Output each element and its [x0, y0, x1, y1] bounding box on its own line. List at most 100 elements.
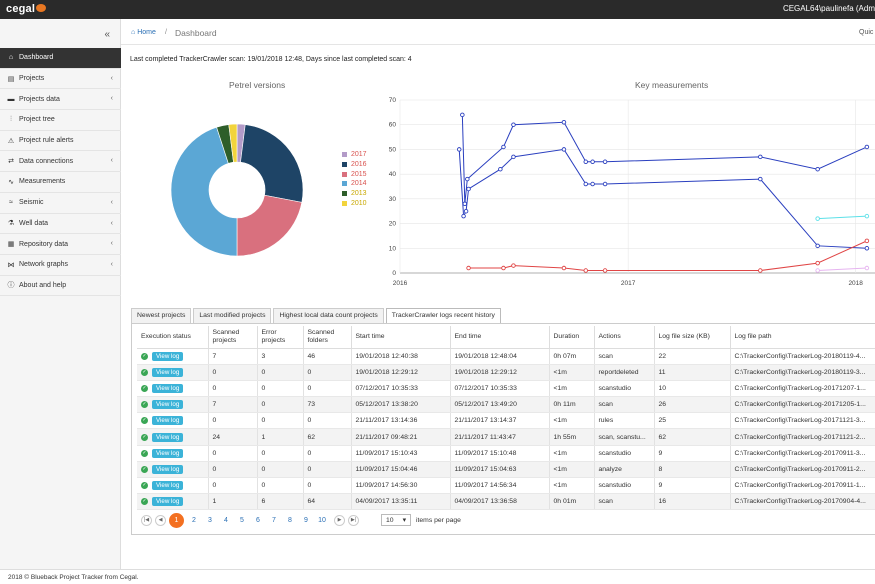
column-header[interactable]: Log file size (KB) — [654, 326, 731, 349]
check-circle-icon: ✓ — [141, 417, 148, 425]
page-link[interactable]: 3 — [208, 516, 212, 524]
pie-slice-2014[interactable] — [170, 126, 238, 257]
page-size-select[interactable]: 10 ▾ — [381, 514, 411, 526]
page-link[interactable]: 7 — [272, 516, 276, 524]
tab-bar: Newest projects Last modified projects Hig… — [131, 308, 503, 323]
tab-newest-projects[interactable]: Newest projects — [131, 308, 192, 323]
view-log-button[interactable]: View log — [152, 448, 184, 458]
page-link[interactable]: 5 — [240, 516, 244, 524]
series-line — [817, 267, 867, 272]
user-info[interactable]: CEGAL64\paulinefa (Adm — [782, 4, 875, 13]
page-link[interactable]: 1 — [169, 512, 184, 528]
first-page-icon[interactable]: |◀ — [141, 514, 152, 526]
column-header[interactable]: Scanned projects — [208, 326, 258, 349]
page-title: Dashboard — [175, 28, 217, 38]
legend-item[interactable]: 2013 — [342, 189, 367, 199]
column-header[interactable]: Start time — [351, 326, 451, 349]
sidebar-item-measurements[interactable]: ∿ Measurements — [0, 172, 121, 193]
chevron-down-icon: ▾ — [402, 517, 406, 524]
column-header[interactable]: End time — [450, 326, 550, 349]
sidebar-item-well-data[interactable]: ⚗ Well data ‹ — [0, 214, 121, 235]
table-cell: scan — [594, 396, 655, 414]
column-header[interactable]: Error projects — [257, 326, 304, 349]
data-point — [815, 216, 820, 221]
legend-swatch — [342, 171, 347, 177]
column-header[interactable]: Actions — [594, 326, 655, 349]
data-point — [561, 119, 567, 125]
table-cell: 62 — [303, 428, 352, 446]
page-link[interactable]: 10 — [318, 516, 326, 524]
tab-highest-local-data-count-projects[interactable]: Highest local data count projects — [273, 308, 384, 323]
sidebar-item-dashboard[interactable]: ⌂ Dashboard — [0, 48, 121, 69]
legend-item[interactable]: 2017 — [342, 150, 367, 160]
view-log-button[interactable]: View log — [152, 400, 184, 410]
series-line — [461, 114, 868, 204]
sidebar-item-label: Data connections — [19, 157, 74, 165]
legend-label: 2017 — [351, 151, 367, 159]
pie-slice-2016[interactable] — [240, 124, 304, 203]
page-link[interactable]: 8 — [288, 516, 292, 524]
column-header[interactable]: Execution status — [137, 326, 209, 349]
table-cell: 0 — [303, 412, 352, 430]
view-log-button[interactable]: View log — [152, 497, 184, 507]
legend-item[interactable]: 2010 — [342, 198, 367, 208]
petrel-versions-chart — [170, 123, 304, 257]
column-header[interactable]: Duration — [549, 326, 595, 349]
sidebar-item-label: About and help — [19, 281, 67, 289]
data-point — [465, 176, 470, 182]
view-log-button[interactable]: View log — [152, 367, 184, 377]
data-point — [466, 265, 471, 271]
table-cell: 9 — [654, 445, 731, 462]
data-point — [462, 201, 468, 207]
column-header[interactable]: Log file path — [730, 326, 875, 349]
page-link[interactable]: 6 — [256, 516, 260, 524]
key-measurements-chart: 0 10 20 30 40 50 60 70 2016 2017 2018 — [389, 97, 875, 287]
next-page-icon[interactable]: ▶ — [334, 514, 345, 526]
legend-item[interactable]: 2016 — [342, 160, 367, 170]
table-cell: 1h 55m — [549, 428, 595, 446]
sidebar-item-repository-data[interactable]: ▦ Repository data ‹ — [0, 234, 121, 255]
pie-slice-2010[interactable] — [228, 123, 238, 163]
page-link[interactable]: 4 — [224, 516, 228, 524]
quick-menu[interactable]: Quic — [859, 29, 874, 36]
sidebar-item-projects[interactable]: ▤ Projects ‹ — [0, 69, 121, 90]
logs-table: Execution status Scanned projects Error pr… — [137, 326, 875, 511]
table-cell: C:\TrackerConfig\TrackerLog-20180119-3..… — [730, 364, 875, 381]
page-link[interactable]: 9 — [304, 516, 308, 524]
table-cell: 11/09/2017 15:10:48 — [450, 445, 550, 462]
sidebar-item-seismic[interactable]: ≈ Seismic ‹ — [0, 193, 121, 214]
double-chevron-left-icon[interactable]: « — [104, 29, 110, 40]
prev-page-icon[interactable]: ◀ — [155, 514, 166, 526]
page-link[interactable]: 2 — [192, 516, 196, 524]
tab-trackercrawler-logs-recent-history[interactable]: TrackerCrawler logs recent history — [385, 308, 501, 323]
sidebar-item-network-graphs[interactable]: ⋈ Network graphs ‹ — [0, 255, 121, 276]
view-log-button[interactable]: View log — [152, 351, 184, 361]
view-log-button[interactable]: View log — [152, 432, 184, 442]
column-header[interactable]: Scanned folders — [303, 326, 352, 349]
legend-swatch — [342, 181, 347, 187]
table-row: ✓ View log 0 0 0 07/12/2017 10:35:33 07/12/201… — [137, 380, 875, 398]
sidebar-item-data-connections[interactable]: ⇄ Data connections ‹ — [0, 151, 121, 173]
legend-item[interactable]: 2014 — [342, 179, 367, 189]
sidebar-item-about-and-help[interactable]: ⓘ About and help — [0, 276, 121, 297]
sidebar-item-projects-data[interactable]: ▬ Projects data ‹ — [0, 89, 121, 111]
cegal-logo[interactable]: cegal — [6, 3, 47, 15]
execution-status-cell: ✓ View log — [137, 348, 209, 365]
view-log-button[interactable]: View log — [152, 416, 184, 426]
data-point — [590, 181, 595, 187]
view-log-button[interactable]: View log — [152, 383, 184, 393]
view-log-button[interactable]: View log — [152, 481, 184, 491]
line-chart-title: Key measurements — [635, 80, 709, 90]
legend-item[interactable]: 2015 — [342, 169, 367, 179]
sidebar-item-project-tree[interactable]: ⫶ Project tree — [0, 110, 121, 131]
data-point — [864, 144, 870, 150]
pie-chart-title: Petrel versions — [229, 80, 286, 90]
last-page-icon[interactable]: ▶| — [348, 514, 359, 526]
tab-last-modified-projects[interactable]: Last modified projects — [193, 308, 272, 323]
sidebar-item-project-rule-alerts[interactable]: ⚠ Project rule alerts — [0, 131, 121, 152]
pie-slice-2015[interactable] — [236, 194, 303, 257]
data-point — [501, 265, 506, 271]
legend-swatch — [342, 162, 347, 168]
view-log-button[interactable]: View log — [152, 464, 184, 474]
breadcrumb-home-link[interactable]: ⌂ Home — [131, 29, 156, 36]
